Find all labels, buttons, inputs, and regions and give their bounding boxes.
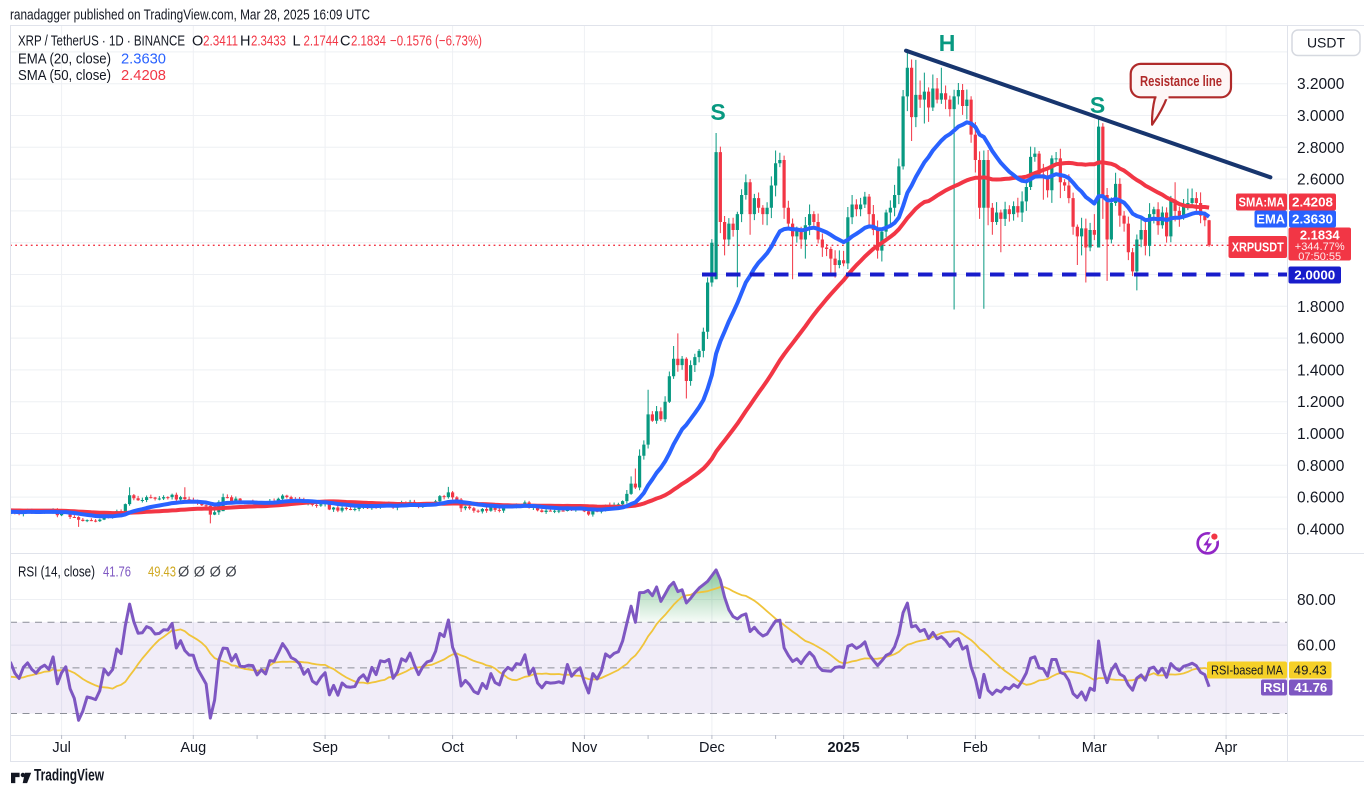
svg-text:60.00: 60.00 bbox=[1297, 638, 1336, 655]
svg-text:H: H bbox=[939, 30, 956, 56]
svg-text:Apr: Apr bbox=[1215, 740, 1238, 756]
svg-text:Oct: Oct bbox=[441, 740, 464, 756]
svg-text:−0.1576 (−6.73%): −0.1576 (−6.73%) bbox=[390, 34, 482, 50]
svg-text:XRP / TetherUS · 1D · BINANCE: XRP / TetherUS · 1D · BINANCE bbox=[18, 34, 185, 50]
svg-text:RSI: RSI bbox=[1263, 680, 1285, 695]
svg-text:Feb: Feb bbox=[963, 740, 988, 756]
svg-text:S: S bbox=[1090, 92, 1105, 118]
svg-text:Ø: Ø bbox=[178, 565, 189, 581]
svg-text:2.0000: 2.0000 bbox=[1294, 268, 1335, 283]
svg-text:SMA:MA: SMA:MA bbox=[1239, 195, 1286, 210]
svg-text:2.4208: 2.4208 bbox=[121, 68, 166, 84]
svg-text:41.76: 41.76 bbox=[1294, 680, 1327, 695]
svg-text:3.0000: 3.0000 bbox=[1297, 108, 1345, 125]
svg-text:2.6000: 2.6000 bbox=[1297, 172, 1345, 189]
svg-text:Nov: Nov bbox=[572, 740, 599, 756]
svg-text:2.8000: 2.8000 bbox=[1297, 140, 1345, 157]
svg-text:Ø: Ø bbox=[194, 565, 205, 581]
svg-text:2.1834: 2.1834 bbox=[1300, 228, 1341, 243]
svg-text:XRPUSDT: XRPUSDT bbox=[1232, 240, 1284, 255]
svg-text:+344.77%: +344.77% bbox=[1295, 241, 1345, 253]
svg-text:L: L bbox=[293, 34, 301, 50]
svg-text:USDT: USDT bbox=[1307, 35, 1346, 51]
svg-text:Sep: Sep bbox=[312, 740, 338, 756]
svg-text:1.6000: 1.6000 bbox=[1297, 331, 1345, 348]
svg-text:RSI-based MA: RSI-based MA bbox=[1211, 663, 1283, 678]
svg-text:SMA (50, close): SMA (50, close) bbox=[18, 68, 111, 84]
svg-text:1.8000: 1.8000 bbox=[1297, 299, 1345, 316]
svg-text:Resistance line: Resistance line bbox=[1140, 74, 1222, 90]
svg-text:C: C bbox=[340, 34, 350, 50]
svg-text:O: O bbox=[192, 34, 203, 50]
svg-text:2.3411: 2.3411 bbox=[203, 34, 238, 50]
svg-text:2.4208: 2.4208 bbox=[1292, 195, 1333, 210]
svg-text:2.1744: 2.1744 bbox=[304, 34, 339, 50]
svg-text:EMA (20, close): EMA (20, close) bbox=[18, 52, 111, 68]
svg-text:H: H bbox=[240, 34, 250, 50]
svg-text:1.4000: 1.4000 bbox=[1297, 362, 1345, 379]
svg-text:Jul: Jul bbox=[52, 740, 71, 756]
svg-text:ranadagger published on Tradin: ranadagger published on TradingView.com,… bbox=[10, 7, 370, 24]
svg-text:1.0000: 1.0000 bbox=[1297, 426, 1345, 443]
svg-text:1.2000: 1.2000 bbox=[1297, 394, 1345, 411]
svg-text:Ø: Ø bbox=[210, 565, 221, 581]
svg-text:41.76: 41.76 bbox=[103, 565, 131, 581]
svg-text:0.4000: 0.4000 bbox=[1297, 521, 1345, 538]
svg-text:Aug: Aug bbox=[180, 740, 206, 756]
svg-text:2.3433: 2.3433 bbox=[251, 34, 286, 50]
svg-text:Mar: Mar bbox=[1082, 740, 1107, 756]
svg-text:TradingView: TradingView bbox=[34, 766, 105, 785]
svg-text:3.2000: 3.2000 bbox=[1297, 76, 1345, 93]
svg-text:49.43: 49.43 bbox=[148, 565, 176, 581]
svg-text:EMA: EMA bbox=[1256, 212, 1286, 227]
svg-text:Ø: Ø bbox=[225, 565, 236, 581]
svg-text:S: S bbox=[710, 99, 725, 125]
svg-text:2.1834: 2.1834 bbox=[351, 34, 386, 50]
svg-text:2025: 2025 bbox=[827, 740, 859, 756]
svg-text:2.3630: 2.3630 bbox=[1292, 212, 1333, 227]
svg-text:RSI (14, close): RSI (14, close) bbox=[18, 565, 95, 581]
svg-text:2.3630: 2.3630 bbox=[121, 52, 166, 68]
svg-text:07:50:55: 07:50:55 bbox=[1298, 251, 1341, 263]
svg-text:0.8000: 0.8000 bbox=[1297, 458, 1345, 475]
svg-text:0.6000: 0.6000 bbox=[1297, 490, 1345, 507]
svg-text:Dec: Dec bbox=[699, 740, 725, 756]
svg-text:49.43: 49.43 bbox=[1294, 663, 1327, 678]
svg-text:80.00: 80.00 bbox=[1297, 592, 1336, 609]
